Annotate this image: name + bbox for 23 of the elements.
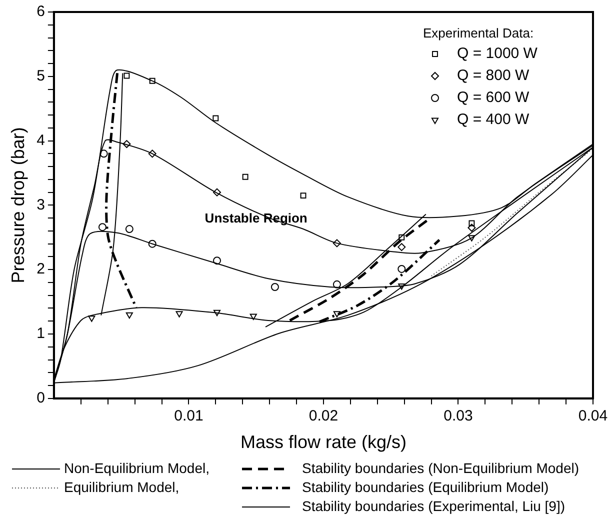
y-tick-label: 3 xyxy=(36,196,45,214)
legend-label: Q = 600 W xyxy=(457,89,530,106)
x-tick-label: 0.03 xyxy=(444,408,473,425)
legend-label: Stability boundaries (Equilibrium Model) xyxy=(302,478,549,495)
legend-label: Q = 1000 W xyxy=(457,45,538,62)
x-tick-label: 0.01 xyxy=(174,408,204,425)
y-tick-label: 6 xyxy=(36,3,45,20)
legend-label: Q = 400 W xyxy=(457,111,530,128)
legend-label: Q = 800 W xyxy=(457,67,530,84)
y-tick-label: 4 xyxy=(36,132,45,149)
x-tick-label: 0.04 xyxy=(578,408,608,425)
legend-label: Stability boundaries (Experimental, Liu [9]) xyxy=(302,498,566,514)
x-axis-title: Mass flow rate (kg/s) xyxy=(240,432,406,452)
legend-label: Non-Equilibrium Model, xyxy=(64,460,210,476)
y-tick-label: 5 xyxy=(36,68,45,85)
y-tick-label: 2 xyxy=(36,260,45,278)
legend-label: Equilibrium Model, xyxy=(64,478,180,495)
x-tick-label: 0.02 xyxy=(308,408,338,425)
y-tick-label: 1 xyxy=(36,325,45,342)
legend-label: Stability boundaries (Non-Equilibrium Model) xyxy=(302,460,580,476)
legend-title: Experimental Data: xyxy=(423,26,534,41)
y-tick-label: 0 xyxy=(36,390,45,407)
y-axis-title: Pressure drop (bar) xyxy=(8,127,28,284)
